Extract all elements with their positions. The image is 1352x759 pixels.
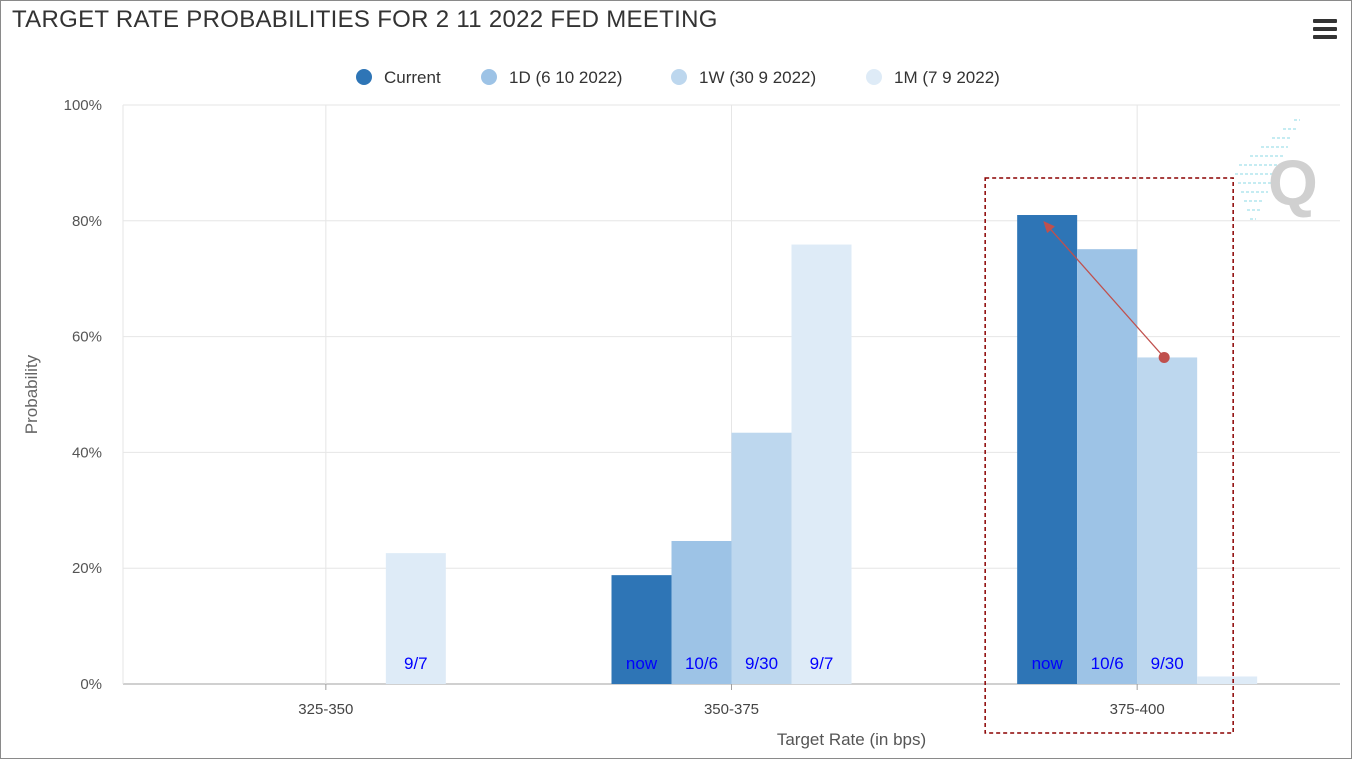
bar-annotation-label: 10/6 bbox=[685, 654, 718, 673]
bar[interactable] bbox=[1197, 676, 1258, 684]
bar-annotation-label: 9/7 bbox=[404, 654, 428, 673]
bar[interactable] bbox=[385, 553, 446, 684]
y-tick-label: 80% bbox=[72, 213, 102, 230]
trend-arrow bbox=[1043, 221, 1165, 358]
quikstrike-q-logo-icon: Q bbox=[1235, 119, 1318, 220]
y-axis-title: Probability bbox=[22, 354, 41, 434]
x-tick-label: 325-350 bbox=[298, 701, 353, 718]
legend-marker[interactable] bbox=[671, 69, 687, 85]
bar-annotation-label: 9/30 bbox=[1151, 654, 1184, 673]
y-tick-label: 40% bbox=[72, 444, 102, 461]
legend-marker[interactable] bbox=[481, 69, 497, 85]
bar[interactable] bbox=[611, 575, 672, 684]
bar[interactable] bbox=[1017, 215, 1078, 684]
bar[interactable] bbox=[791, 244, 852, 684]
y-tick-label: 100% bbox=[64, 97, 102, 114]
y-tick-label: 20% bbox=[72, 560, 102, 577]
bar[interactable] bbox=[1077, 249, 1138, 684]
bar-annotation-label: now bbox=[1032, 654, 1064, 673]
bar-annotation-label: now bbox=[626, 654, 658, 673]
bar-annotation-label: 10/6 bbox=[1091, 654, 1124, 673]
y-tick-label: 0% bbox=[80, 676, 102, 693]
x-tick-label: 350-375 bbox=[704, 701, 759, 718]
y-tick-label: 60% bbox=[72, 329, 102, 346]
legend-item-label[interactable]: 1W (30 9 2022) bbox=[699, 68, 816, 87]
chart-title: TARGET RATE PROBABILITIES FOR 2 11 2022 … bbox=[12, 6, 718, 33]
arrow-origin-dot bbox=[1158, 351, 1170, 363]
legend-marker[interactable] bbox=[866, 69, 882, 85]
x-tick-label: 375-400 bbox=[1110, 701, 1165, 718]
bar[interactable] bbox=[731, 432, 792, 684]
legend-marker[interactable] bbox=[356, 69, 372, 85]
x-axis-title: Target Rate (in bps) bbox=[777, 730, 926, 749]
bar-annotation-label: 9/7 bbox=[810, 654, 834, 673]
hamburger-menu-icon[interactable] bbox=[1310, 16, 1340, 42]
highlight-box bbox=[984, 177, 1234, 734]
bar[interactable] bbox=[671, 540, 732, 684]
bar-annotation-label: 9/30 bbox=[745, 654, 778, 673]
legend-item-label[interactable]: Current bbox=[384, 68, 441, 87]
svg-text:Q: Q bbox=[1268, 147, 1318, 219]
legend-item-label[interactable]: 1D (6 10 2022) bbox=[509, 68, 622, 87]
legend-item-label[interactable]: 1M (7 9 2022) bbox=[894, 68, 1000, 87]
bar[interactable] bbox=[1137, 357, 1198, 684]
